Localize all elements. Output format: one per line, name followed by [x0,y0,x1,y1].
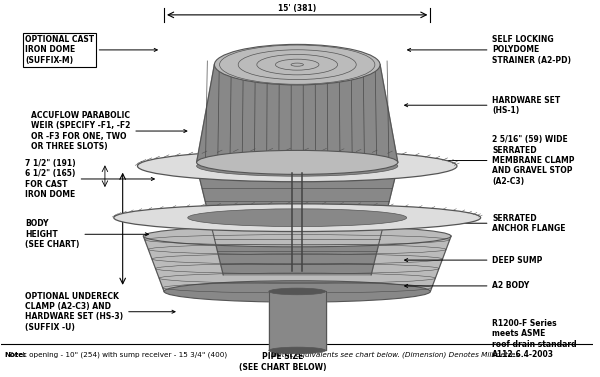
Ellipse shape [114,204,481,231]
Text: DEEP SUMP: DEEP SUMP [404,256,543,265]
Text: R1200-F Series
meets ASME
roof drain standard
A112.6.4-2003: R1200-F Series meets ASME roof drain sta… [493,319,577,359]
Ellipse shape [197,156,398,176]
Text: Deck opening - 10" (254) with sump receiver - 15 3/4" (400): Deck opening - 10" (254) with sump recei… [4,351,227,358]
Ellipse shape [214,44,380,85]
Text: ACCUFLOW PARABOLIC
WEIR (SPECIFY -F1, -F2
OR -F3 FOR ONE, TWO
OR THREE SLOTS): ACCUFLOW PARABOLIC WEIR (SPECIFY -F1, -F… [31,111,187,151]
Text: OPTIONAL CAST
IRON DOME
(SUFFIX-M): OPTIONAL CAST IRON DOME (SUFFIX-M) [25,35,157,65]
Text: Note:: Note: [4,351,26,357]
Ellipse shape [143,225,451,247]
Ellipse shape [188,209,407,227]
Ellipse shape [197,150,398,175]
Ellipse shape [269,288,326,295]
Text: SELF LOCKING
POLYDOME
STRAINER (A2-PD): SELF LOCKING POLYDOME STRAINER (A2-PD) [407,35,571,65]
Text: OPTIONAL UNDERECK
CLAMP (A2-C3) AND
HARDWARE SET (HS-3)
(SUFFIX -U): OPTIONAL UNDERECK CLAMP (A2-C3) AND HARD… [25,292,175,332]
Text: BODY
HEIGHT
(SEE CHART): BODY HEIGHT (SEE CHART) [25,219,148,249]
Polygon shape [269,291,326,351]
Text: 15' (381): 15' (381) [278,4,316,13]
Text: A2 BODY: A2 BODY [404,281,530,290]
Text: HARDWARE SET
(HS-1): HARDWARE SET (HS-1) [404,95,561,115]
Text: 2 5/16" (59) WIDE
SERRATED
MEMBRANE CLAMP
AND GRAVEL STOP
(A2-C3): 2 5/16" (59) WIDE SERRATED MEMBRANE CLAM… [404,135,575,186]
Text: PIPE SIZE
(SEE CHART BELOW): PIPE SIZE (SEE CHART BELOW) [239,326,326,372]
Polygon shape [197,65,398,162]
Text: SERRATED
ANCHOR FLANGE: SERRATED ANCHOR FLANGE [404,213,566,233]
Text: Metric equivalents see chart below. (Dimension) Denotes Milimetres: Metric equivalents see chart below. (Dim… [271,351,519,358]
Text: 7 1/2" (191)
6 1/2" (165)
FOR CAST
IRON DOME: 7 1/2" (191) 6 1/2" (165) FOR CAST IRON … [25,159,154,199]
Ellipse shape [269,347,326,354]
Polygon shape [143,236,451,291]
Ellipse shape [164,281,430,302]
Polygon shape [197,166,398,275]
Ellipse shape [137,150,457,182]
